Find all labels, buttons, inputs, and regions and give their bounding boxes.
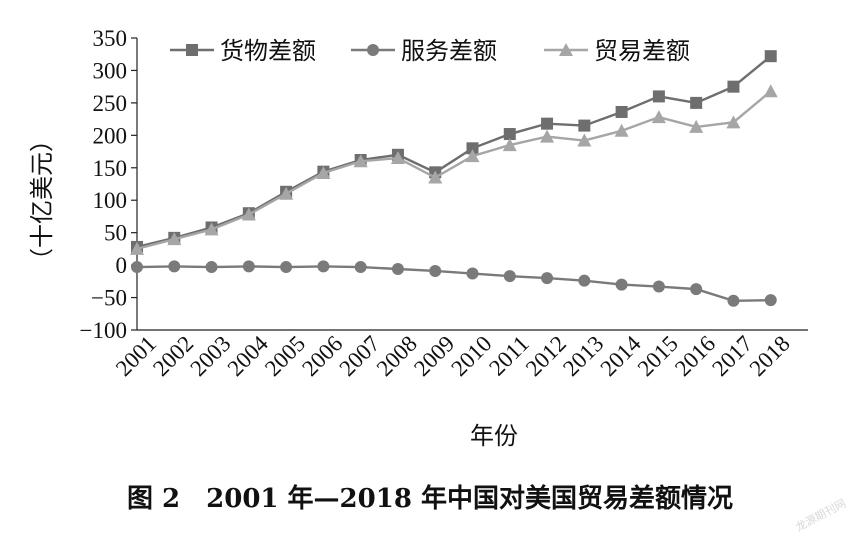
data-point xyxy=(763,84,778,98)
series-group xyxy=(130,50,778,307)
line-chart: −100 −50 0 50 100 150 200 250 300 350 20012002200… xyxy=(28,26,808,450)
data-point xyxy=(577,133,592,147)
y-tick-label: 250 xyxy=(93,91,128,116)
x-axis-label: 年份 xyxy=(470,422,518,450)
data-point xyxy=(353,154,368,168)
data-point xyxy=(726,115,741,129)
series-3 xyxy=(130,84,778,255)
y-tick-label: 0 xyxy=(116,253,128,278)
data-point xyxy=(727,294,740,307)
data-point xyxy=(429,264,442,277)
y-axis-label: （十亿美元） xyxy=(28,128,56,272)
legend-item: 货物差额 xyxy=(170,37,316,65)
x-tick-label: 2018 xyxy=(745,331,795,381)
x-tick-label: 2006 xyxy=(297,331,347,381)
data-point xyxy=(466,267,479,280)
data-point xyxy=(465,149,480,163)
data-point xyxy=(615,105,628,118)
data-point xyxy=(391,263,404,276)
data-point xyxy=(186,44,198,56)
data-point xyxy=(241,207,256,221)
y-tick-label: −100 xyxy=(80,318,127,343)
data-point xyxy=(242,260,255,273)
series-line xyxy=(136,265,771,303)
data-point xyxy=(690,96,703,109)
y-tick-label: 100 xyxy=(93,188,128,213)
data-point xyxy=(651,110,666,124)
data-point xyxy=(130,241,144,255)
x-tick-labels: 2001200220032004200520062007200820092010… xyxy=(111,331,795,382)
legend-item: 服务差额 xyxy=(351,37,497,65)
data-point xyxy=(764,294,777,307)
legend: 货物差额 服务差额 贸易差额 xyxy=(170,37,690,65)
x-tick-label: 2009 xyxy=(409,331,459,381)
legend-label: 贸易差额 xyxy=(594,37,690,65)
x-tick-label: 2017 xyxy=(707,331,757,381)
x-tick-label: 2004 xyxy=(223,331,274,382)
data-point xyxy=(727,80,740,93)
data-point xyxy=(541,117,554,130)
data-point xyxy=(503,270,516,283)
series-line xyxy=(136,55,772,249)
data-point xyxy=(503,128,516,141)
data-point xyxy=(367,44,379,56)
x-tick-label: 2003 xyxy=(185,331,235,381)
data-point xyxy=(205,261,218,274)
y-tick-label: 350 xyxy=(93,26,128,51)
data-point xyxy=(690,283,703,296)
x-tick-label: 2007 xyxy=(335,331,385,381)
data-point xyxy=(559,43,573,56)
data-point xyxy=(204,222,219,236)
x-tick-label: 2005 xyxy=(260,331,310,381)
data-point xyxy=(541,272,554,285)
y-tick-label: −50 xyxy=(91,286,127,311)
data-point xyxy=(279,186,294,200)
data-point xyxy=(168,260,181,273)
data-point xyxy=(280,261,293,274)
data-point xyxy=(614,123,629,137)
legend-label: 货物差额 xyxy=(220,37,316,65)
legend-item: 贸易差额 xyxy=(544,37,690,65)
x-tick-label: 2010 xyxy=(446,331,496,381)
y-tick-label: 150 xyxy=(93,156,128,181)
y-tick-labels: −100 −50 0 50 100 150 200 250 300 350 xyxy=(80,26,127,343)
data-point xyxy=(540,129,555,143)
x-tick-label: 2012 xyxy=(521,331,571,381)
y-tick-label: 50 xyxy=(104,221,127,246)
data-point xyxy=(652,90,665,103)
figure-caption: 图 2 2001 年—2018 年中国对美国贸易差额情况 xyxy=(127,484,733,514)
x-tick-label: 2016 xyxy=(670,331,720,381)
data-point xyxy=(578,119,591,132)
data-point xyxy=(354,261,367,274)
data-point xyxy=(578,274,591,287)
series-2 xyxy=(131,260,777,307)
data-point xyxy=(466,142,479,155)
data-point xyxy=(390,151,405,165)
data-point xyxy=(428,170,443,184)
data-point xyxy=(764,50,777,63)
data-point xyxy=(615,278,628,291)
axes xyxy=(131,37,808,331)
data-point xyxy=(167,232,182,246)
x-tick-label: 2015 xyxy=(633,331,683,381)
x-tick-label: 2014 xyxy=(595,331,646,382)
x-tick-label: 2008 xyxy=(372,331,422,381)
y-tick-label: 300 xyxy=(93,58,128,83)
data-point xyxy=(502,138,517,152)
data-point xyxy=(652,280,665,293)
data-point xyxy=(316,165,331,179)
series-line xyxy=(136,90,772,251)
data-point xyxy=(317,260,330,273)
legend-label: 服务差额 xyxy=(401,37,497,65)
x-tick-label: 2011 xyxy=(484,331,534,381)
data-point xyxy=(131,261,143,274)
y-tick-label: 200 xyxy=(93,123,128,148)
x-tick-label: 2002 xyxy=(148,331,198,381)
x-tick-label: 2013 xyxy=(558,331,608,381)
data-point xyxy=(689,119,704,133)
